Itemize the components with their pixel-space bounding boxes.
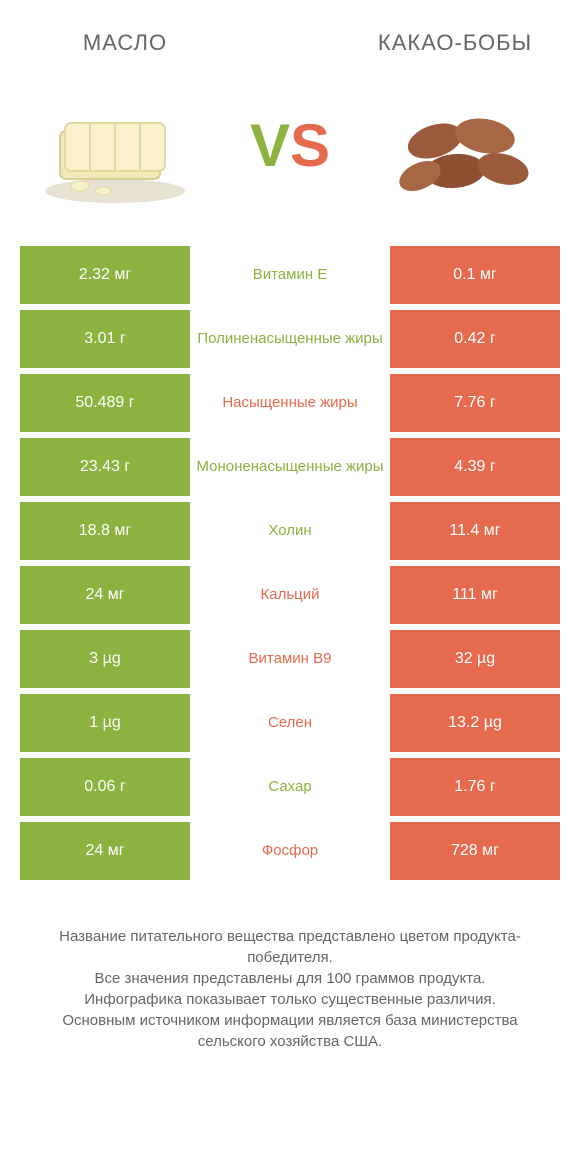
nutrient-name-cell: Сахар	[190, 758, 390, 816]
right-value-cell: 32 µg	[390, 630, 560, 688]
vs-s: S	[290, 112, 330, 179]
left-value-cell: 50.489 г	[20, 374, 190, 432]
footer-line-4: Основным источником информации является …	[30, 1010, 550, 1052]
left-value-cell: 23.43 г	[20, 438, 190, 496]
left-product-title: МАСЛО	[20, 30, 230, 56]
nutrient-name-cell: Кальций	[190, 566, 390, 624]
table-row: 0.06 гСахар1.76 г	[20, 758, 560, 816]
nutrient-name-cell: Витамин E	[190, 246, 390, 304]
table-row: 18.8 мгХолин11.4 мг	[20, 502, 560, 560]
right-value-cell: 4.39 г	[390, 438, 560, 496]
right-value-cell: 0.1 мг	[390, 246, 560, 304]
footer-line-2: Все значения представлены для 100 граммо…	[30, 968, 550, 989]
right-value-cell: 1.76 г	[390, 758, 560, 816]
table-row: 1 µgСелен13.2 µg	[20, 694, 560, 752]
left-value-cell: 0.06 г	[20, 758, 190, 816]
nutrient-name-cell: Полиненасыщенные жиры	[190, 310, 390, 368]
footer-line-1: Название питательного вещества представл…	[30, 926, 550, 968]
cocoa-icon	[385, 81, 545, 211]
butter-icon	[35, 81, 195, 211]
nutrient-name-cell: Насыщенные жиры	[190, 374, 390, 432]
nutrient-name-cell: Фосфор	[190, 822, 390, 880]
nutrient-name-cell: Холин	[190, 502, 390, 560]
vs-label: VS	[250, 116, 330, 176]
footer: Название питательного вещества представл…	[0, 886, 580, 1052]
right-product-title: КАКАО-БОБЫ	[350, 30, 560, 56]
comparison-table: 2.32 мгВитамин E0.1 мг 3.01 гПолиненасыще…	[0, 246, 580, 880]
nutrient-name-cell: Мононенасыщенные жиры	[190, 438, 390, 496]
header: МАСЛО КАКАО-БОБЫ	[0, 0, 580, 66]
table-row: 23.43 гМононенасыщенные жиры4.39 г	[20, 438, 560, 496]
left-value-cell: 3.01 г	[20, 310, 190, 368]
right-value-cell: 111 мг	[390, 566, 560, 624]
table-row: 2.32 мгВитамин E0.1 мг	[20, 246, 560, 304]
left-value-cell: 18.8 мг	[20, 502, 190, 560]
right-value-cell: 728 мг	[390, 822, 560, 880]
right-value-cell: 0.42 г	[390, 310, 560, 368]
nutrient-name-cell: Витамин B9	[190, 630, 390, 688]
table-row: 24 мгКальций111 мг	[20, 566, 560, 624]
table-row: 3 µgВитамин B932 µg	[20, 630, 560, 688]
right-value-cell: 7.76 г	[390, 374, 560, 432]
right-value-cell: 13.2 µg	[390, 694, 560, 752]
table-row: 3.01 гПолиненасыщенные жиры0.42 г	[20, 310, 560, 368]
left-product-image	[30, 76, 200, 216]
nutrient-name-cell: Селен	[190, 694, 390, 752]
left-value-cell: 24 мг	[20, 566, 190, 624]
right-product-image	[380, 76, 550, 216]
right-value-cell: 11.4 мг	[390, 502, 560, 560]
image-row: VS	[0, 66, 580, 246]
footer-line-3: Инфографика показывает только существенн…	[30, 989, 550, 1010]
left-value-cell: 24 мг	[20, 822, 190, 880]
table-row: 24 мгФосфор728 мг	[20, 822, 560, 880]
left-value-cell: 3 µg	[20, 630, 190, 688]
vs-v: V	[250, 112, 290, 179]
left-value-cell: 1 µg	[20, 694, 190, 752]
table-row: 50.489 гНасыщенные жиры7.76 г	[20, 374, 560, 432]
left-value-cell: 2.32 мг	[20, 246, 190, 304]
